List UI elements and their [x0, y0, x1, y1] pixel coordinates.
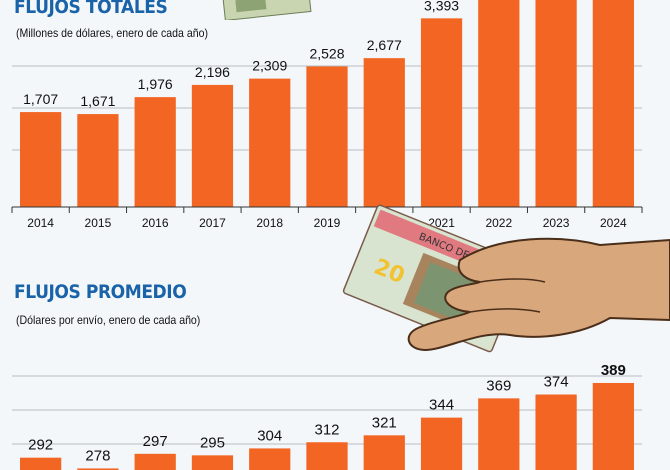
data-label: 344 [429, 397, 454, 414]
hand-illustration [407, 237, 670, 352]
chart2-title: FLUJOS PROMEDIO [14, 281, 187, 303]
chart1-subtitle: (Millones de dólares, enero de cada año) [16, 26, 208, 40]
hand-with-banknote-illustration: 20 BANCO DE MÉXICO [342, 204, 670, 353]
x-tick-label: 2017 [199, 216, 226, 230]
data-label: 2,528 [309, 45, 344, 61]
bar [592, 0, 634, 207]
bar [420, 18, 463, 208]
chart2-subtitle: (Dólares por envío, enero de cada año) [16, 313, 201, 327]
x-tick-label: 2015 [85, 216, 112, 230]
data-label: 297 [143, 433, 168, 450]
data-label: 1,707 [23, 91, 58, 107]
bar [77, 114, 119, 207]
banknote-top-illustration [222, 0, 312, 20]
data-label: 312 [314, 421, 339, 438]
data-label: 2,677 [367, 37, 402, 53]
data-label: 1,671 [80, 93, 115, 109]
bar [249, 448, 291, 470]
chart1-title: FLUJOS TOTALES [14, 0, 168, 18]
data-label: 1,976 [138, 76, 173, 92]
bar [478, 398, 520, 470]
x-tick-label: 2014 [27, 216, 54, 230]
x-tick-label: 2019 [314, 216, 341, 230]
bar [363, 58, 405, 207]
x-tick-label: 2024 [600, 216, 627, 230]
x-tick-label: 2016 [142, 216, 169, 230]
bar [20, 457, 62, 470]
bar [134, 453, 176, 470]
bar [249, 78, 291, 207]
data-label: 295 [200, 434, 225, 451]
x-tick-label: 2023 [543, 216, 570, 230]
data-label: 2,309 [252, 58, 287, 74]
data-label: 3,393 [424, 0, 459, 13]
data-label: 369 [486, 377, 511, 394]
data-label: 2,196 [195, 64, 230, 80]
bar [535, 0, 577, 208]
bar [478, 0, 520, 207]
bar [134, 97, 176, 207]
x-tick-label: 2022 [485, 216, 512, 230]
bar [191, 455, 234, 470]
flujos-totales-chart: 1,707 2014 1,671 2015 1,976 2016 2,196 2017 2,30… [11, 0, 643, 230]
bar [77, 468, 119, 470]
bar [592, 382, 634, 470]
data-label: 321 [372, 414, 397, 431]
bar [535, 394, 577, 470]
bar [191, 84, 234, 207]
x-tick-label: 2018 [256, 216, 283, 230]
bar [363, 435, 405, 470]
data-label: 304 [257, 427, 282, 444]
bar [306, 442, 348, 470]
data-label: 374 [544, 374, 569, 391]
bar [420, 417, 463, 470]
bar [306, 66, 348, 207]
bar [20, 112, 62, 207]
data-label: 292 [28, 437, 53, 454]
data-label: 278 [85, 447, 110, 464]
data-label: 389 [601, 362, 626, 379]
